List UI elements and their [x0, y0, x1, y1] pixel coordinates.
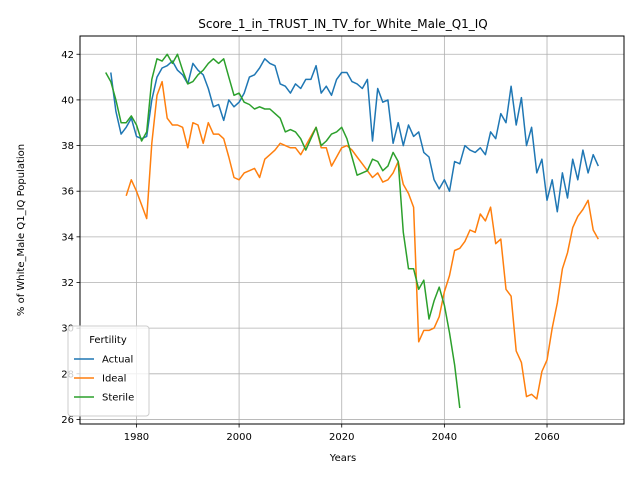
series-line-actual: [110, 58, 599, 213]
y-axis-label: % of White_Male Q1_IQ Population: [16, 144, 27, 316]
x-tick-label: 2020: [329, 432, 354, 443]
y-tick-label: 42: [61, 50, 74, 61]
x-tick-label: 2040: [432, 432, 457, 443]
x-tick-label: 1980: [124, 432, 149, 443]
legend-label-sterile: Sterile: [102, 393, 134, 404]
legend-entries: Actual Ideal Sterile: [74, 355, 134, 404]
chart-title: Score_1_in_TRUST_IN_TV_for_White_Male_Q1…: [198, 17, 488, 31]
y-tick-label: 26: [61, 415, 74, 426]
y-tick-label: 34: [61, 232, 74, 243]
legend-label-ideal: Ideal: [102, 374, 126, 385]
y-tick-label: 32: [61, 278, 74, 289]
legend: Fertility Actual Ideal Sterile: [67, 325, 150, 417]
x-axis-label: Years: [329, 453, 356, 464]
series-line-sterile: [105, 53, 461, 409]
y-tick-label: 40: [61, 95, 74, 106]
series-layer: [105, 53, 599, 409]
series-line-ideal: [125, 80, 599, 400]
legend-label-actual: Actual: [102, 355, 133, 366]
y-tick-label: 38: [61, 141, 74, 152]
x-tick-label: 2000: [226, 432, 251, 443]
grid: [80, 36, 624, 424]
legend-box: [67, 325, 150, 417]
plot-frame: [79, 35, 625, 425]
legend-title: Fertility: [89, 335, 127, 346]
x-tick-label: 2060: [534, 432, 559, 443]
y-tick-label: 36: [61, 187, 74, 198]
